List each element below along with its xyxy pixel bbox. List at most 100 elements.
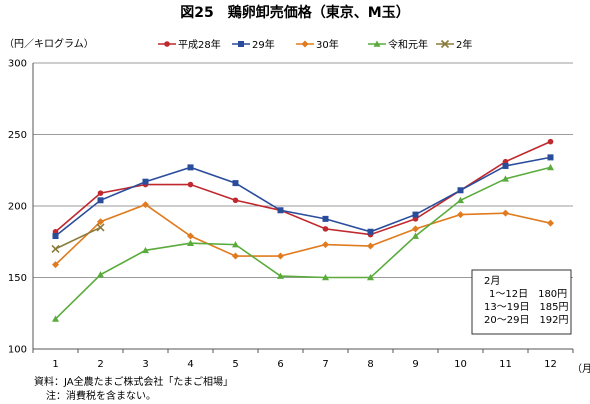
data-point bbox=[97, 218, 104, 226]
data-point bbox=[96, 223, 105, 232]
legend-label: 2年 bbox=[456, 38, 472, 51]
data-point bbox=[547, 154, 554, 161]
data-point bbox=[412, 211, 419, 218]
data-point bbox=[322, 215, 329, 222]
data-point bbox=[457, 187, 464, 194]
data-point bbox=[142, 246, 149, 254]
y-axis-label: （円／キログラム） bbox=[4, 37, 94, 50]
data-point bbox=[187, 181, 194, 188]
series-group bbox=[51, 138, 554, 322]
data-point bbox=[51, 244, 60, 253]
series-1 bbox=[52, 154, 554, 240]
axes bbox=[32, 63, 574, 353]
data-point bbox=[547, 163, 554, 171]
data-point bbox=[457, 211, 464, 219]
legend-marker bbox=[238, 41, 244, 47]
x-tick-3: 3 bbox=[142, 359, 148, 370]
legend-marker bbox=[440, 39, 450, 49]
chart-title: 図25 鶏卵卸売価格（東京、M玉） bbox=[180, 4, 409, 21]
x-axis-label: （月） bbox=[572, 363, 590, 375]
data-point bbox=[187, 164, 194, 171]
y-tick-100: 100 bbox=[8, 345, 27, 356]
data-point bbox=[367, 228, 374, 235]
legend-item-0: 平成28年 bbox=[158, 38, 221, 51]
data-point bbox=[232, 197, 239, 204]
legend-marker bbox=[373, 40, 381, 47]
series-line bbox=[54, 203, 551, 266]
data-point bbox=[322, 241, 329, 249]
series-3 bbox=[52, 163, 554, 322]
series-line bbox=[55, 156, 551, 237]
source-note: 資料：JA全農たまご株式会社「たまご相場」 bbox=[34, 375, 233, 388]
legend-marker bbox=[301, 40, 309, 48]
legend-item-3: 令和元年 bbox=[368, 38, 428, 51]
x-tick-10: 10 bbox=[454, 359, 467, 370]
series-0 bbox=[52, 138, 554, 238]
legend-label: 29年 bbox=[252, 38, 275, 51]
data-point bbox=[232, 241, 239, 248]
legend: 平成28年 29年 30年 令和元年 2年 bbox=[158, 38, 472, 51]
x-tick-8: 8 bbox=[367, 359, 373, 370]
legend-label: 30年 bbox=[316, 38, 339, 51]
data-point bbox=[277, 252, 284, 260]
data-point bbox=[502, 209, 509, 217]
data-point bbox=[52, 315, 59, 322]
data-point bbox=[547, 138, 554, 145]
legend-item-1: 29年 bbox=[232, 38, 275, 51]
data-point bbox=[547, 219, 554, 227]
data-point bbox=[187, 232, 194, 240]
data-point bbox=[232, 252, 239, 260]
legend-label: 平成28年 bbox=[178, 38, 221, 51]
y-tick-300: 300 bbox=[8, 59, 27, 70]
data-point bbox=[97, 271, 104, 278]
x-tick-labels: 1 2 3 4 5 6 7 8 9 10 11 12 bbox=[52, 359, 557, 370]
data-point bbox=[322, 274, 329, 281]
x-tick-7: 7 bbox=[322, 359, 328, 370]
x-tick-1: 1 bbox=[52, 359, 58, 370]
data-point bbox=[142, 178, 149, 185]
legend-label: 令和元年 bbox=[388, 38, 428, 51]
data-point bbox=[412, 225, 419, 233]
y-tick-150: 150 bbox=[8, 273, 27, 284]
x-tick-11: 11 bbox=[499, 359, 512, 370]
y-tick-200: 200 bbox=[8, 202, 27, 213]
x-tick-2: 2 bbox=[97, 359, 103, 370]
legend-item-2: 30年 bbox=[296, 38, 339, 51]
data-point bbox=[97, 197, 104, 204]
x-tick-5: 5 bbox=[232, 359, 238, 370]
footnote: 注：消費税を含まない。 bbox=[46, 389, 156, 402]
y-tick-250: 250 bbox=[8, 130, 27, 141]
series-4 bbox=[51, 223, 105, 253]
data-point bbox=[322, 226, 329, 232]
data-point bbox=[502, 162, 509, 169]
data-point bbox=[187, 239, 194, 246]
annotation-line: 20〜29日 192円 bbox=[484, 315, 569, 326]
x-tick-9: 9 bbox=[412, 359, 418, 370]
x-tick-4: 4 bbox=[187, 359, 193, 370]
data-point bbox=[367, 242, 374, 250]
data-point bbox=[232, 180, 239, 187]
annotation-frame bbox=[471, 269, 572, 335]
data-point bbox=[457, 196, 464, 204]
y-tick-labels: 100 150 200 250 300 bbox=[8, 59, 27, 356]
data-point bbox=[142, 201, 149, 209]
series-line bbox=[55, 226, 101, 250]
annotation-line: 13〜19日 185円 bbox=[484, 302, 569, 313]
data-point bbox=[52, 233, 59, 240]
x-tick-6: 6 bbox=[277, 359, 283, 370]
data-point bbox=[367, 274, 374, 281]
x-tick-12: 12 bbox=[544, 359, 557, 370]
legend-marker bbox=[164, 41, 170, 47]
series-line bbox=[54, 166, 551, 320]
data-point bbox=[277, 207, 284, 214]
data-point bbox=[412, 232, 419, 239]
series-2 bbox=[52, 201, 554, 269]
data-point bbox=[52, 261, 59, 269]
legend-item-4: 2年 bbox=[436, 38, 472, 51]
data-point bbox=[277, 272, 284, 279]
annotation-line: 1〜12日 180円 bbox=[489, 289, 567, 300]
data-point bbox=[502, 175, 509, 182]
data-point bbox=[97, 190, 104, 196]
annotation-box: 2月 1〜12日 180円 13〜19日 185円 20〜29日 192円 bbox=[471, 269, 572, 335]
